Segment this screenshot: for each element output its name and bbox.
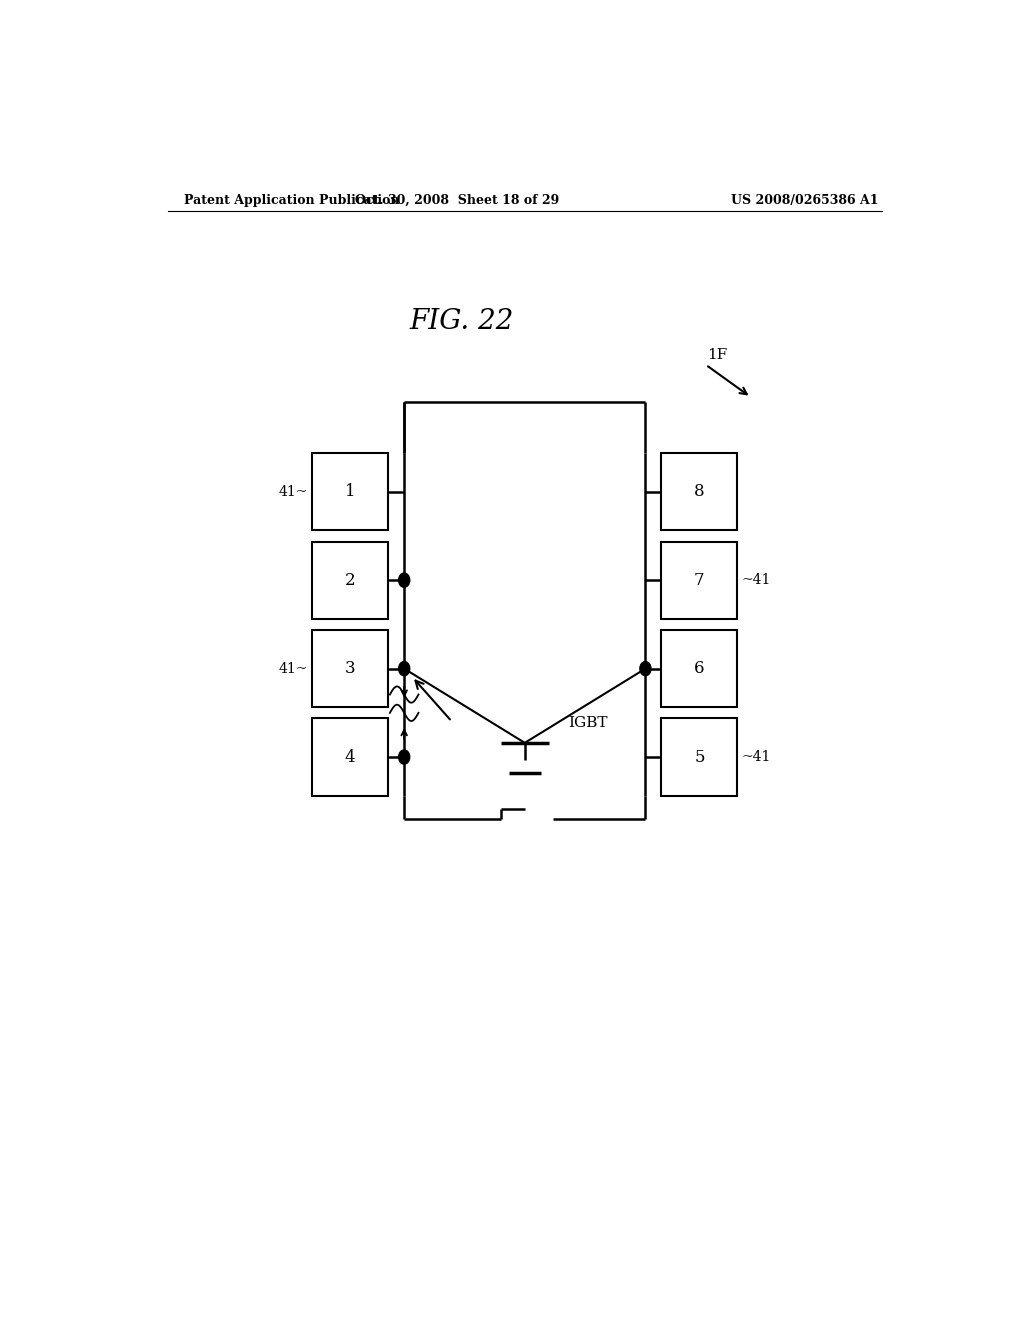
- Bar: [662, 541, 737, 619]
- Text: IGBT: IGBT: [568, 715, 608, 730]
- Text: 4: 4: [345, 748, 355, 766]
- Bar: [312, 718, 388, 796]
- Text: 7: 7: [694, 572, 705, 589]
- Text: ~41: ~41: [741, 573, 771, 587]
- Text: US 2008/0265386 A1: US 2008/0265386 A1: [731, 194, 879, 207]
- Circle shape: [398, 661, 410, 676]
- Circle shape: [398, 750, 410, 764]
- Bar: [312, 541, 388, 619]
- Bar: [662, 453, 737, 531]
- Circle shape: [398, 573, 410, 587]
- Text: 1F: 1F: [708, 347, 728, 362]
- Bar: [312, 630, 388, 708]
- Text: 6: 6: [694, 660, 705, 677]
- Bar: [662, 630, 737, 708]
- Text: 2: 2: [345, 572, 355, 589]
- Text: 41~: 41~: [279, 484, 308, 499]
- Text: 41~: 41~: [279, 661, 308, 676]
- Circle shape: [640, 661, 651, 676]
- Text: 3: 3: [345, 660, 355, 677]
- Text: Oct. 30, 2008  Sheet 18 of 29: Oct. 30, 2008 Sheet 18 of 29: [355, 194, 559, 207]
- Text: ~41: ~41: [741, 750, 771, 764]
- Bar: [662, 718, 737, 796]
- Text: 8: 8: [694, 483, 705, 500]
- Text: 1: 1: [345, 483, 355, 500]
- Bar: [312, 453, 388, 531]
- Text: Patent Application Publication: Patent Application Publication: [183, 194, 399, 207]
- Text: FIG. 22: FIG. 22: [410, 308, 513, 334]
- Text: 5: 5: [694, 748, 705, 766]
